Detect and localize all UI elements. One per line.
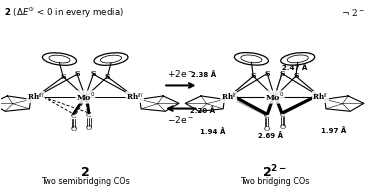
Text: O: O (280, 123, 286, 131)
Text: +2e$^-$: +2e$^-$ (168, 68, 194, 79)
Text: $-$2e$^-$: $-$2e$^-$ (168, 114, 194, 125)
Text: C: C (70, 112, 76, 120)
Text: $\mathbf{2^{2-}}$: $\mathbf{2^{2-}}$ (262, 164, 287, 180)
Text: Mo$^0$: Mo$^0$ (76, 91, 95, 103)
Text: S: S (293, 72, 299, 80)
Text: $\mathbf{2}$ ($\Delta E^{0\prime}$ < 0 in every media): $\mathbf{2}$ ($\Delta E^{0\prime}$ < 0 i… (4, 5, 124, 20)
Text: Rh$^{II}$: Rh$^{II}$ (313, 91, 329, 103)
Text: S: S (279, 69, 284, 77)
Text: $\mathbf{2}$: $\mathbf{2}$ (80, 166, 90, 179)
Text: S: S (251, 72, 256, 80)
Text: S: S (104, 73, 110, 81)
Text: 2.38 Å: 2.38 Å (191, 71, 216, 78)
Text: Rh$^{III}$: Rh$^{III}$ (126, 91, 144, 103)
Text: 2.47 Å: 2.47 Å (282, 64, 307, 71)
Text: Two bridging COs: Two bridging COs (240, 177, 309, 186)
Text: S: S (61, 73, 66, 81)
Text: S: S (265, 69, 270, 77)
Text: Mo$^0$: Mo$^0$ (265, 91, 284, 103)
Text: 1.97 Å: 1.97 Å (321, 127, 346, 134)
Text: S: S (75, 70, 80, 78)
Text: $\neg$ 2$^-$: $\neg$ 2$^-$ (341, 7, 365, 18)
Text: O: O (86, 124, 92, 132)
Text: C: C (86, 111, 92, 119)
Text: O: O (263, 125, 269, 133)
Text: O: O (70, 125, 76, 133)
Text: Rh$^{II}$: Rh$^{II}$ (221, 91, 237, 103)
Text: S: S (90, 70, 96, 78)
Text: C: C (263, 112, 269, 120)
Text: 1.94 Å: 1.94 Å (200, 128, 226, 135)
Text: Rh$^{III}$: Rh$^{III}$ (27, 91, 45, 103)
Text: 2.20 Å: 2.20 Å (190, 107, 215, 113)
Text: C: C (280, 111, 286, 119)
Text: 2.69 Å: 2.69 Å (258, 133, 283, 139)
Text: Two semibridging COs: Two semibridging COs (41, 177, 130, 186)
